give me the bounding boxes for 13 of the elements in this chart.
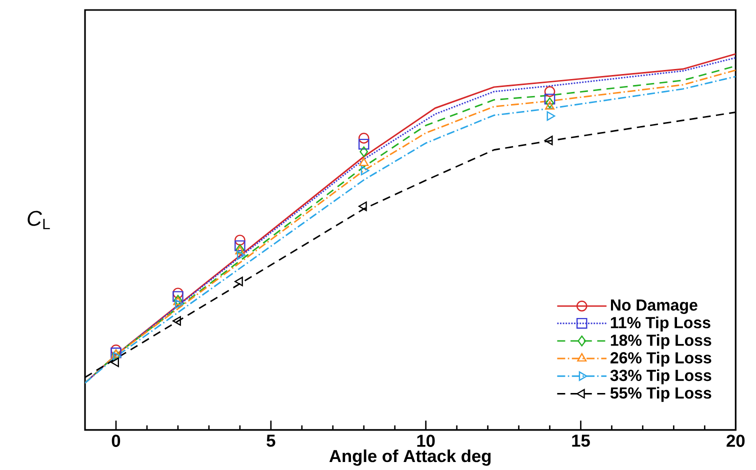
legend-label: 33% Tip Loss [610, 369, 712, 384]
x-tick-label: 10 [417, 434, 435, 447]
legend-label: 11% Tip Loss [610, 316, 710, 332]
x-axis-title: Angle of Attack deg [329, 449, 491, 466]
x-tick-label: 15 [572, 434, 590, 447]
y-axis-title: C$_{L}$ [28, 210, 50, 230]
x-tick-label: 20 [726, 434, 745, 447]
legend-label: 18% Tip Loss [610, 334, 712, 350]
x-tick-label: 0 [112, 434, 120, 447]
legend-label: 26% Tip Loss [610, 352, 712, 367]
x-tick-label: 5 [266, 434, 276, 447]
legend-label: No Damage [610, 300, 698, 314]
legend-label: 55% Tip Loss [610, 386, 712, 402]
